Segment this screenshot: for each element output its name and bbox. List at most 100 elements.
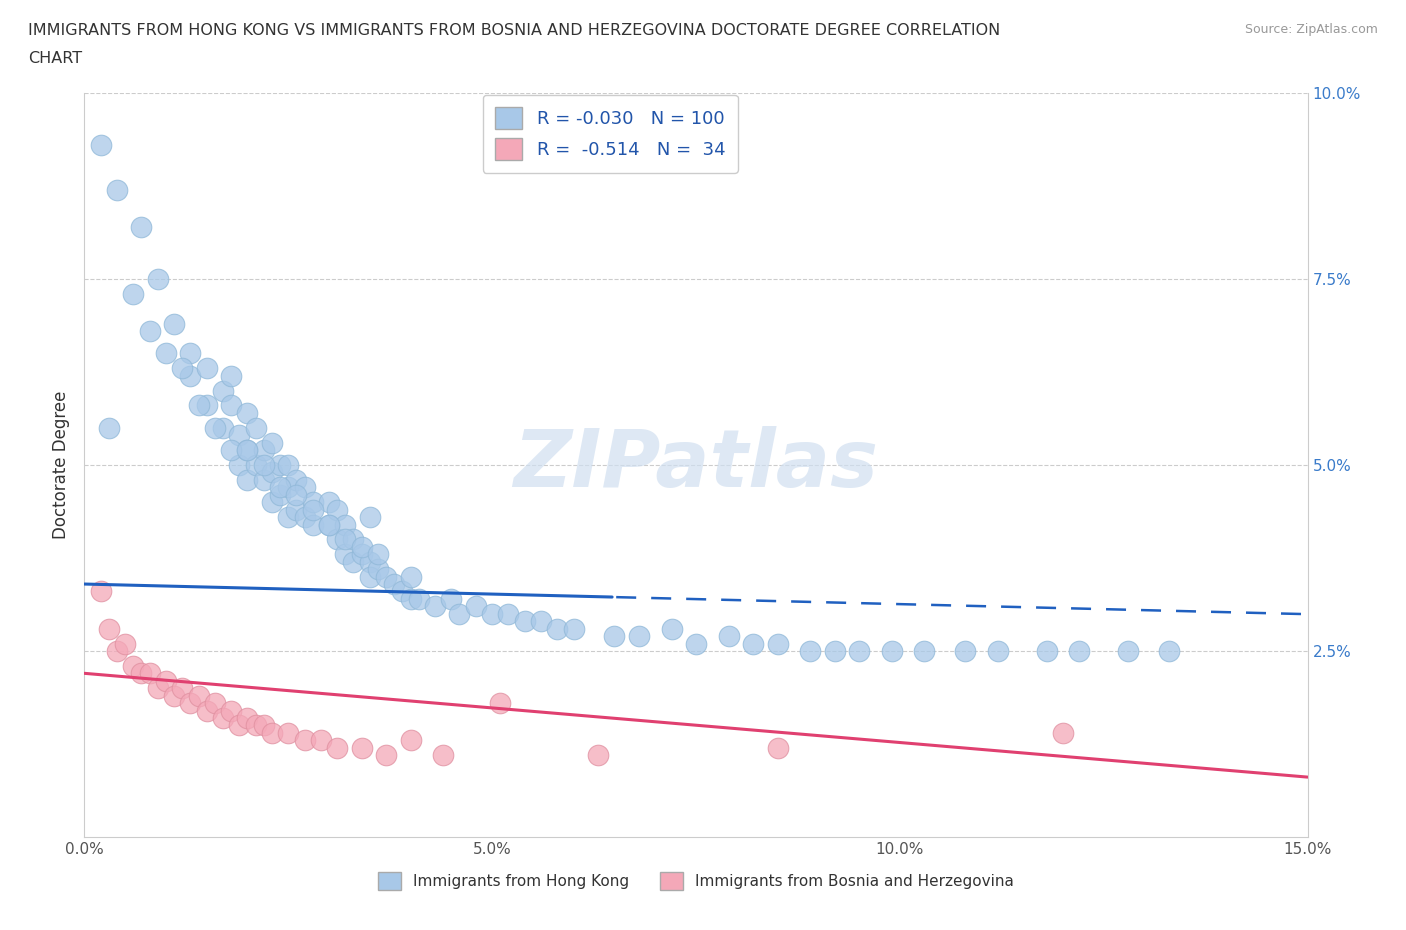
Text: ZIPatlas: ZIPatlas: [513, 426, 879, 504]
Point: [105, 644, 128, 658]
Point: [228, 458, 250, 472]
Point: [318, 517, 340, 532]
Point: [212, 383, 235, 398]
Point: [530, 614, 553, 629]
Point: [219, 368, 242, 383]
Point: [245, 718, 267, 733]
Point: [253, 443, 276, 458]
Point: [212, 420, 235, 435]
Point: [399, 569, 422, 584]
Point: [253, 472, 276, 487]
Point: [97, 621, 120, 636]
Point: [848, 644, 870, 658]
Point: [228, 428, 250, 443]
Point: [294, 510, 316, 525]
Point: [219, 398, 242, 413]
Point: [464, 599, 486, 614]
Point: [799, 644, 821, 658]
Point: [440, 591, 463, 606]
Point: [350, 539, 373, 554]
Point: [155, 673, 177, 688]
Text: CHART: CHART: [28, 51, 82, 66]
Point: [318, 495, 340, 510]
Point: [309, 733, 332, 748]
Point: [880, 644, 903, 658]
Point: [260, 725, 283, 740]
Point: [367, 547, 389, 562]
Point: [204, 696, 226, 711]
Point: [277, 725, 299, 740]
Point: [375, 748, 398, 763]
Point: [155, 346, 177, 361]
Point: [195, 361, 218, 376]
Point: [269, 458, 291, 472]
Point: [661, 621, 683, 636]
Point: [90, 584, 112, 599]
Point: [335, 517, 357, 532]
Point: [277, 480, 299, 495]
Point: [766, 636, 789, 651]
Point: [285, 487, 308, 502]
Point: [342, 532, 364, 547]
Point: [1052, 725, 1074, 740]
Point: [97, 420, 120, 435]
Point: [766, 740, 789, 755]
Point: [277, 510, 299, 525]
Point: [562, 621, 585, 636]
Text: Source: ZipAtlas.com: Source: ZipAtlas.com: [1244, 23, 1378, 36]
Point: [953, 644, 976, 658]
Point: [163, 316, 186, 331]
Point: [260, 495, 283, 510]
Point: [294, 733, 316, 748]
Point: [301, 502, 323, 517]
Point: [359, 510, 381, 525]
Point: [172, 361, 194, 376]
Point: [294, 480, 316, 495]
Point: [350, 740, 373, 755]
Point: [269, 487, 291, 502]
Point: [236, 472, 259, 487]
Point: [1035, 644, 1057, 658]
Point: [204, 420, 226, 435]
Point: [987, 644, 1010, 658]
Point: [685, 636, 707, 651]
Legend: Immigrants from Hong Kong, Immigrants from Bosnia and Herzegovina: Immigrants from Hong Kong, Immigrants fr…: [373, 866, 1019, 897]
Text: IMMIGRANTS FROM HONG KONG VS IMMIGRANTS FROM BOSNIA AND HERZEGOVINA DOCTORATE DE: IMMIGRANTS FROM HONG KONG VS IMMIGRANTS …: [28, 23, 1001, 38]
Point: [335, 547, 357, 562]
Point: [742, 636, 765, 651]
Point: [269, 480, 291, 495]
Point: [481, 606, 503, 621]
Point: [236, 443, 259, 458]
Point: [449, 606, 471, 621]
Point: [912, 644, 935, 658]
Point: [236, 711, 259, 725]
Point: [179, 696, 201, 711]
Point: [219, 703, 242, 718]
Point: [285, 472, 308, 487]
Point: [236, 405, 259, 420]
Point: [195, 703, 218, 718]
Point: [236, 443, 259, 458]
Point: [717, 629, 740, 644]
Point: [423, 599, 446, 614]
Point: [586, 748, 609, 763]
Point: [163, 688, 186, 703]
Point: [187, 688, 209, 703]
Point: [260, 465, 283, 480]
Point: [301, 495, 323, 510]
Point: [1069, 644, 1091, 658]
Point: [359, 554, 381, 569]
Point: [122, 658, 145, 673]
Point: [342, 554, 364, 569]
Point: [179, 368, 201, 383]
Point: [489, 696, 512, 711]
Point: [1157, 644, 1180, 658]
Point: [187, 398, 209, 413]
Point: [131, 666, 153, 681]
Y-axis label: Doctorate Degree: Doctorate Degree: [52, 391, 70, 539]
Point: [172, 681, 194, 696]
Point: [350, 547, 373, 562]
Point: [105, 182, 128, 197]
Point: [138, 666, 160, 681]
Point: [382, 577, 405, 591]
